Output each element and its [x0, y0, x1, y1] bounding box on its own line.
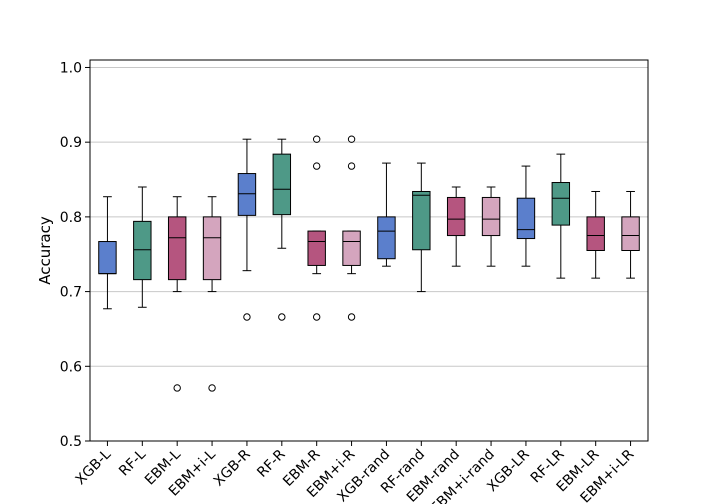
outlier-point: [312, 162, 321, 170]
iqr-box: [551, 182, 571, 226]
box-RF-rand: [412, 162, 431, 293]
iqr-box: [481, 196, 501, 237]
box-EBM+i-R: [342, 135, 361, 321]
y-tick-label: 0.8: [60, 210, 82, 226]
y-tick-label: 0.6: [60, 359, 82, 375]
box-XGB-rand: [377, 162, 396, 267]
y-tick-label: 0.9: [60, 135, 82, 151]
y-tick-label: 0.5: [60, 434, 82, 450]
box-RF-L: [133, 186, 152, 308]
boxes: [98, 135, 640, 392]
outlier-point: [208, 384, 216, 392]
outlier-point: [347, 135, 356, 143]
box-XGB-R: [237, 138, 257, 321]
iqr-box: [202, 216, 222, 281]
outlier-point: [312, 313, 321, 321]
iqr-box: [621, 216, 640, 251]
iqr-box: [98, 241, 117, 275]
outlier-point: [173, 384, 181, 392]
box-XGB-LR: [516, 165, 536, 267]
outlier-point: [347, 162, 356, 170]
box-EBM+i-L: [202, 196, 222, 392]
iqr-box: [516, 197, 536, 240]
box-EBM+i-rand: [481, 186, 501, 267]
iqr-box: [412, 190, 431, 251]
outlier-point: [243, 313, 251, 321]
y-tick-label: 0.7: [60, 285, 82, 301]
y-axis-label: Accuracy: [36, 216, 54, 285]
box-EBM-L: [167, 196, 187, 392]
box-RF-LR: [551, 153, 571, 279]
box-EBM-rand: [446, 186, 466, 267]
box-EBM-LR: [586, 190, 605, 279]
iqr-box: [272, 153, 292, 216]
outlier-point: [312, 135, 321, 143]
iqr-box: [307, 230, 326, 266]
y-tick-label: 1.0: [60, 60, 82, 76]
outlier-point: [278, 313, 286, 321]
box-XGB-L: [98, 196, 117, 310]
iqr-box: [167, 216, 187, 281]
iqr-box: [586, 216, 605, 251]
iqr-box: [133, 220, 152, 281]
x-tick-label: XGB-R: [211, 446, 254, 489]
y-axis: 0.5 0.6 0.7 0.8 0.9 1.0: [60, 60, 90, 450]
plot-area-frame: [89, 59, 649, 442]
iqr-box: [446, 196, 466, 237]
box-EBM+i-LR: [621, 190, 640, 279]
outlier-point: [347, 313, 356, 321]
iqr-box: [237, 173, 257, 216]
iqr-box: [377, 216, 396, 260]
x-tick-label: XGB-L: [73, 446, 115, 488]
box-RF-R: [272, 138, 292, 321]
iqr-box: [342, 230, 361, 266]
box-EBM-R: [307, 135, 326, 321]
